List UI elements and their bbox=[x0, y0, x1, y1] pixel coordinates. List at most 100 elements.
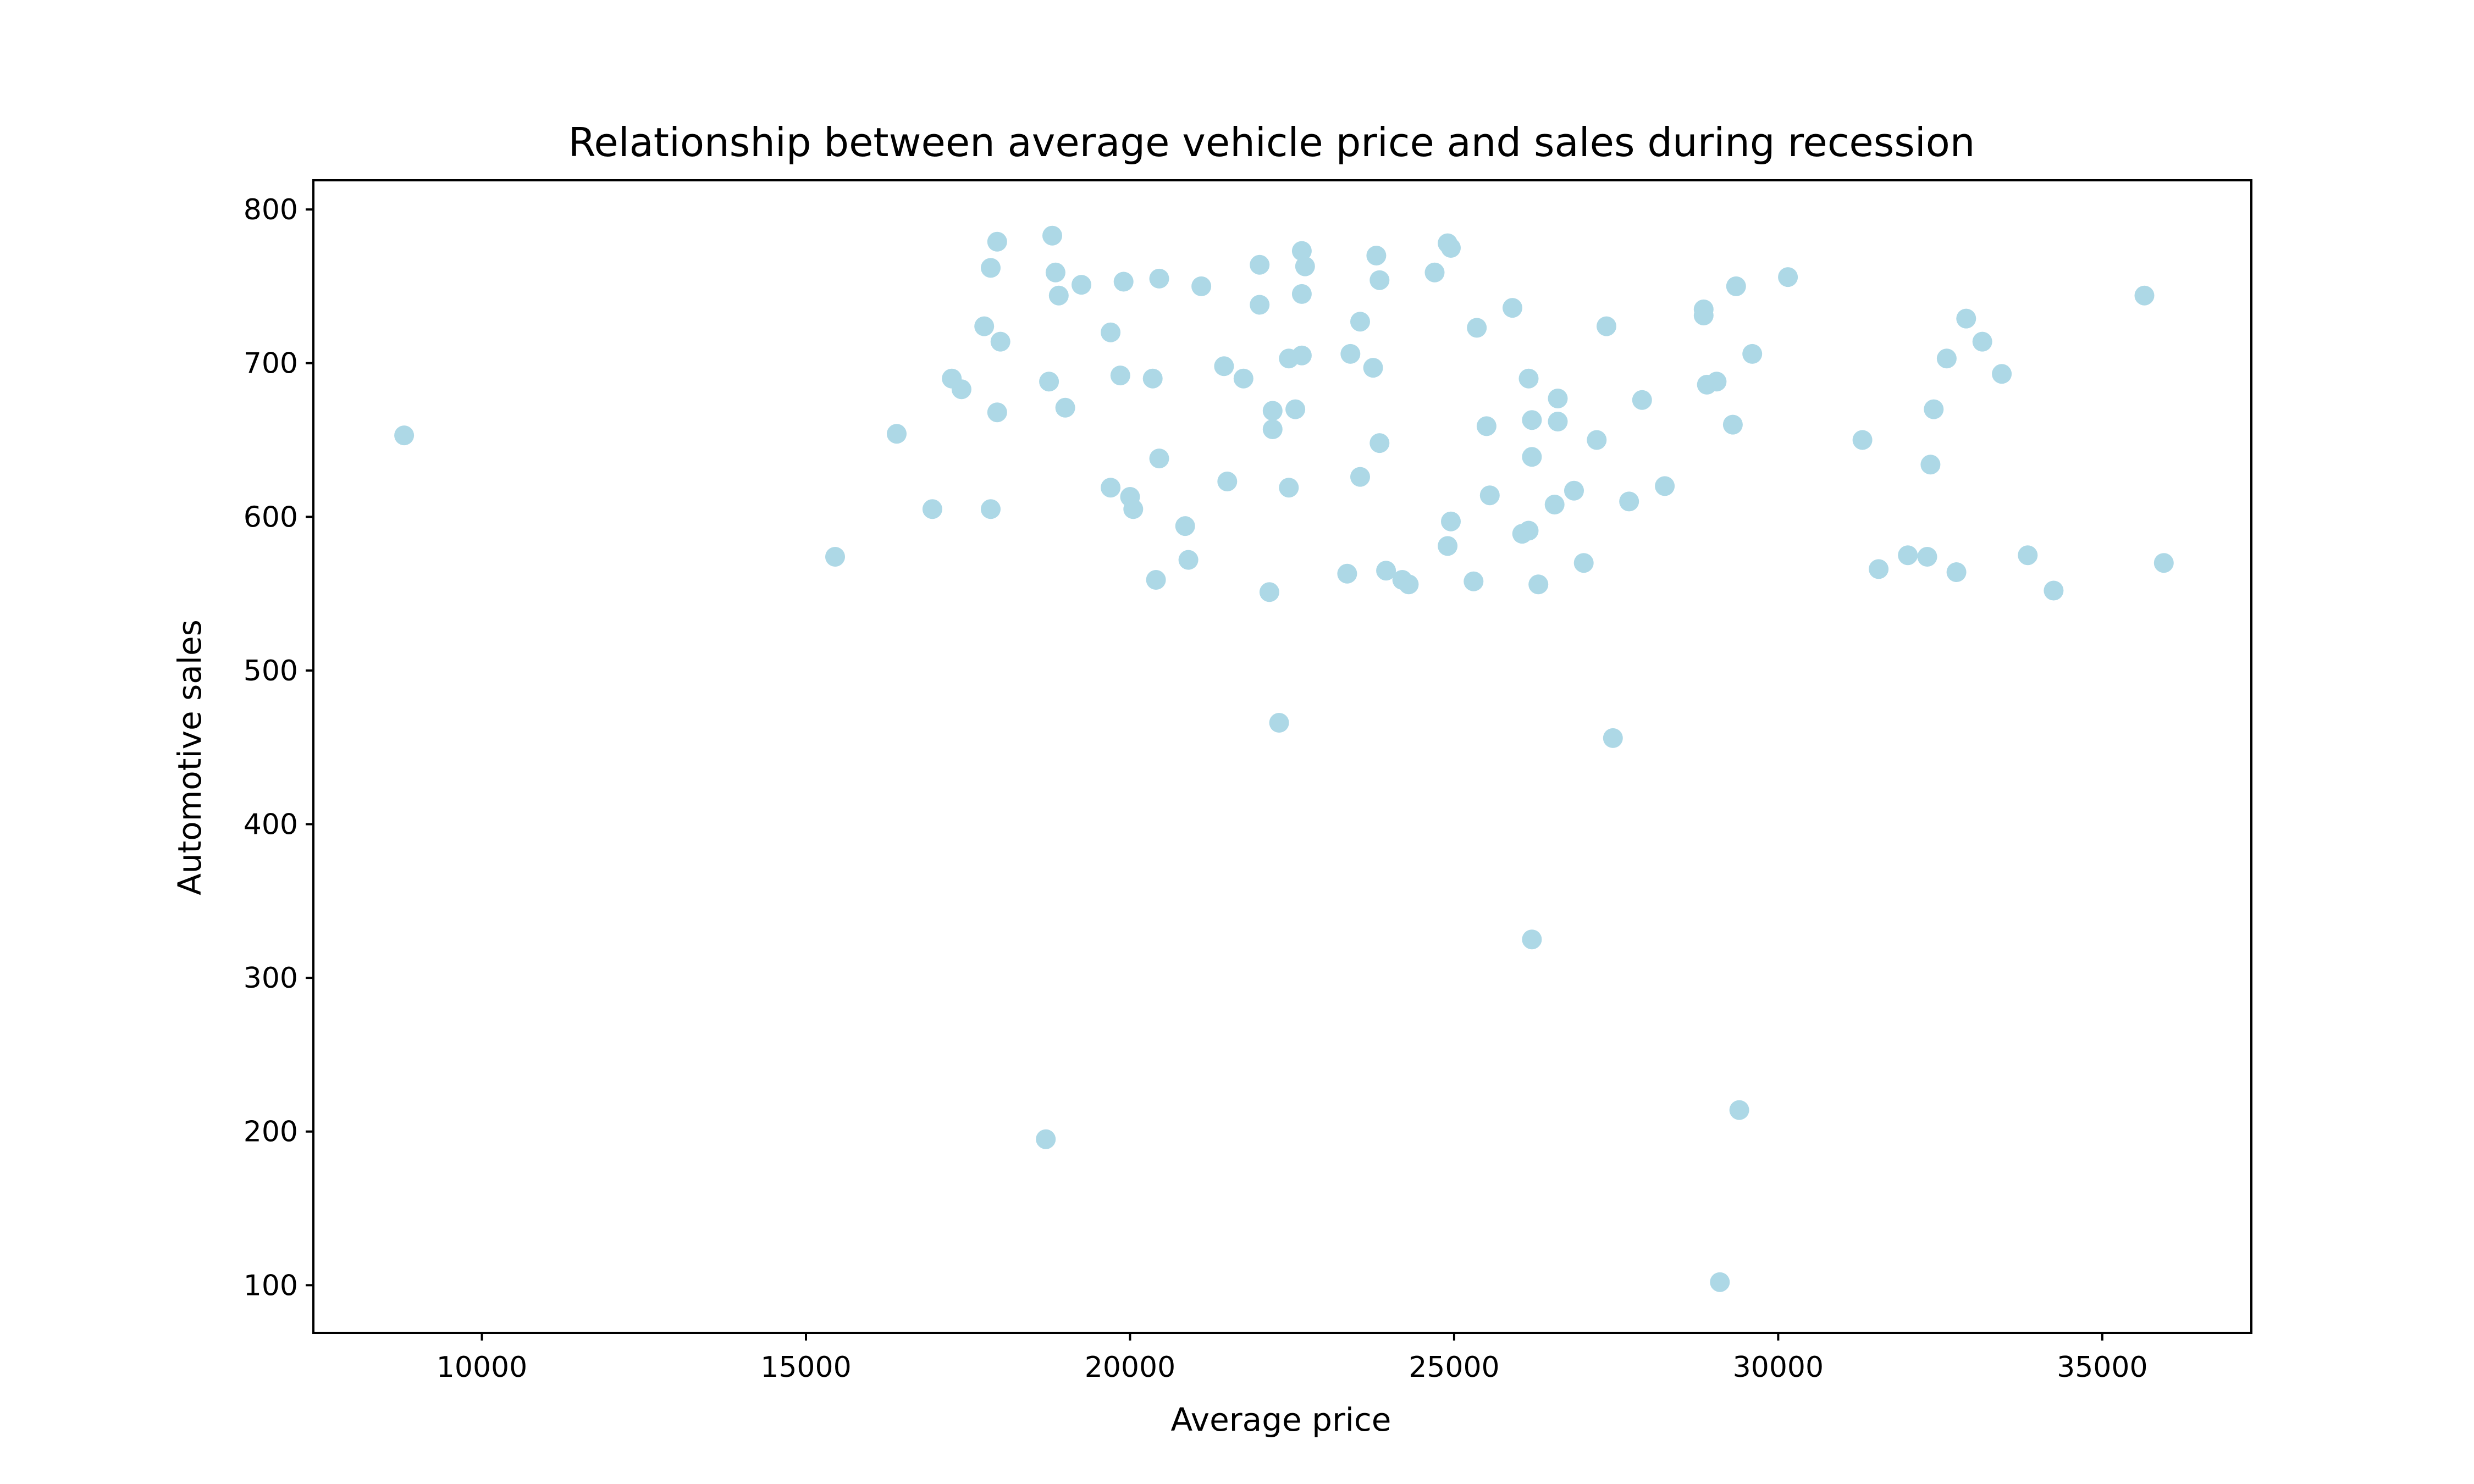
data-point bbox=[1522, 410, 1542, 430]
data-point bbox=[981, 499, 1001, 519]
data-point bbox=[1250, 254, 1270, 275]
data-point bbox=[1337, 563, 1357, 584]
data-point bbox=[1291, 284, 1312, 304]
data-point bbox=[1042, 225, 1062, 246]
data-point bbox=[987, 402, 1007, 423]
data-point bbox=[2134, 285, 2155, 306]
y-tick-label: 100 bbox=[244, 1269, 298, 1302]
x-axis-label: Average price bbox=[1171, 1401, 1391, 1438]
data-point bbox=[2044, 580, 2064, 601]
x-tick-label: 10000 bbox=[437, 1351, 527, 1384]
y-tick-label: 300 bbox=[244, 962, 298, 995]
data-point bbox=[1544, 495, 1565, 514]
data-point bbox=[1291, 345, 1312, 366]
x-axis: 10000 15000 20000 25000 30000 35000 bbox=[437, 1333, 2148, 1384]
data-point bbox=[1369, 270, 1390, 290]
data-point bbox=[1149, 448, 1169, 469]
data-point bbox=[1350, 312, 1370, 332]
data-point bbox=[1110, 366, 1130, 386]
x-tick-label: 25000 bbox=[1409, 1351, 1499, 1384]
data-point bbox=[1528, 574, 1549, 595]
data-point bbox=[1295, 256, 1315, 276]
data-point bbox=[394, 425, 415, 446]
data-point bbox=[1693, 306, 1714, 325]
data-point bbox=[1852, 430, 1873, 450]
data-point bbox=[1285, 399, 1306, 419]
x-tick-label: 20000 bbox=[1085, 1351, 1175, 1384]
data-point bbox=[1518, 520, 1539, 541]
data-point bbox=[1924, 399, 1944, 419]
data-point bbox=[1464, 571, 1484, 591]
data-point bbox=[1522, 929, 1542, 950]
data-point bbox=[1972, 331, 1992, 352]
data-point bbox=[1175, 516, 1195, 536]
data-point bbox=[1548, 389, 1568, 408]
data-point bbox=[1992, 364, 2012, 384]
data-point bbox=[1573, 553, 1594, 573]
data-point bbox=[974, 316, 995, 336]
y-axis: 100 200 300 400 500 600 700 800 bbox=[244, 193, 313, 1302]
data-point bbox=[987, 231, 1007, 252]
y-axis-label: Automotive sales bbox=[171, 619, 208, 895]
data-point bbox=[1441, 511, 1461, 531]
data-point bbox=[951, 379, 971, 400]
x-tick-label: 15000 bbox=[760, 1351, 851, 1384]
data-point bbox=[1142, 368, 1163, 389]
data-point bbox=[1479, 485, 1500, 506]
data-point bbox=[1587, 430, 1607, 450]
y-tick-label: 200 bbox=[244, 1116, 298, 1149]
x-tick-label: 30000 bbox=[1733, 1351, 1824, 1384]
data-point bbox=[2153, 553, 2174, 573]
data-point bbox=[922, 499, 942, 519]
data-point bbox=[1619, 491, 1639, 512]
data-point bbox=[1262, 419, 1283, 439]
data-point bbox=[1123, 499, 1144, 519]
data-point bbox=[1424, 262, 1445, 283]
data-point bbox=[1279, 478, 1299, 498]
y-tick-label: 600 bbox=[244, 501, 298, 534]
data-point bbox=[1369, 433, 1390, 453]
data-point bbox=[1946, 562, 1967, 582]
data-point bbox=[1742, 344, 1763, 364]
data-point bbox=[1722, 414, 1743, 435]
data-point bbox=[1707, 372, 1727, 392]
data-point bbox=[1340, 344, 1361, 364]
data-point bbox=[2018, 545, 2038, 566]
data-point bbox=[1522, 447, 1542, 467]
data-point bbox=[1603, 728, 1623, 748]
data-point bbox=[981, 258, 1001, 278]
data-point bbox=[1269, 713, 1289, 733]
data-point bbox=[1214, 356, 1234, 376]
y-tick-label: 800 bbox=[244, 193, 298, 226]
data-point bbox=[1438, 536, 1458, 556]
data-point bbox=[1956, 308, 1976, 329]
data-point bbox=[1726, 276, 1746, 296]
data-point bbox=[1710, 1272, 1730, 1292]
data-point bbox=[1055, 397, 1075, 418]
data-point bbox=[1920, 455, 1941, 475]
data-point bbox=[1262, 401, 1283, 421]
data-point bbox=[1048, 285, 1069, 306]
data-point bbox=[1729, 1100, 1749, 1120]
data-point bbox=[1518, 368, 1539, 389]
data-point bbox=[1503, 298, 1522, 318]
data-point bbox=[1291, 241, 1312, 261]
data-point bbox=[825, 547, 845, 567]
x-tick-label: 35000 bbox=[2057, 1351, 2147, 1384]
data-point bbox=[1036, 1129, 1056, 1149]
data-point bbox=[1101, 478, 1121, 498]
data-point bbox=[1350, 467, 1370, 487]
data-point bbox=[1113, 272, 1134, 292]
plot-frame bbox=[312, 179, 2252, 1334]
data-point bbox=[1869, 559, 1889, 579]
chart-title: Relationship between average vehicle pri… bbox=[568, 119, 1975, 165]
data-point bbox=[1146, 570, 1166, 590]
data-point bbox=[1101, 322, 1121, 342]
data-point bbox=[1363, 358, 1383, 378]
data-point bbox=[1191, 276, 1212, 296]
data-point bbox=[1936, 348, 1957, 369]
data-point bbox=[1632, 390, 1652, 410]
data-point bbox=[1898, 545, 1918, 566]
data-points bbox=[394, 225, 2174, 1292]
data-point bbox=[1778, 267, 1798, 287]
